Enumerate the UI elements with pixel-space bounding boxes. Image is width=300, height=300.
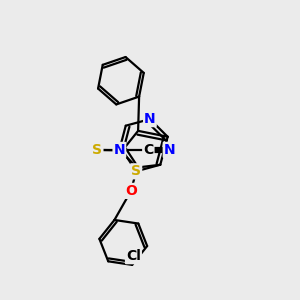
Text: S: S xyxy=(92,143,102,157)
Text: Cl: Cl xyxy=(126,249,141,263)
Text: N: N xyxy=(114,143,125,157)
Text: C: C xyxy=(143,143,154,157)
Text: O: O xyxy=(125,184,137,198)
Text: N: N xyxy=(144,112,156,126)
Text: S: S xyxy=(131,164,141,178)
Text: N: N xyxy=(164,143,176,157)
